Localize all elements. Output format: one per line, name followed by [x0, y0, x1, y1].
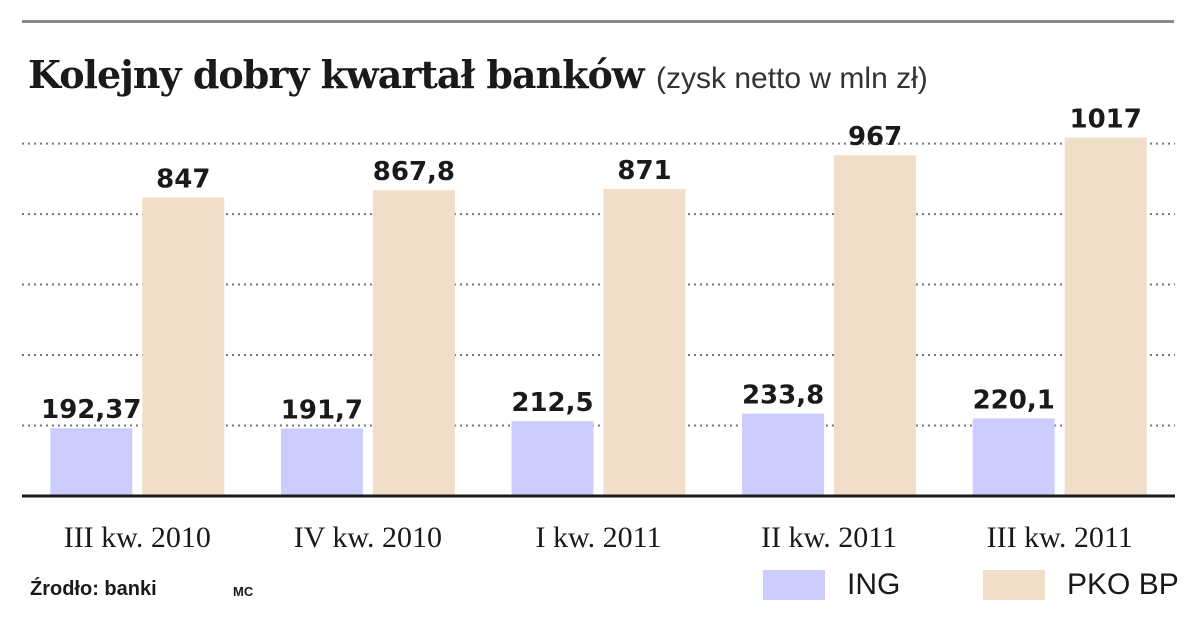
bar-ing [50, 428, 133, 496]
data-label: 212,5 [511, 388, 593, 418]
bar-pko-bp [834, 155, 917, 497]
data-label: 967 [848, 122, 902, 152]
data-label: 847 [156, 165, 210, 195]
data-label: 192,37 [41, 395, 141, 425]
top-rule [22, 20, 1174, 23]
title-block: Kolejny dobry kwartał banków (zysk netto… [28, 52, 928, 97]
x-tick-label: III kw. 2011 [987, 521, 1133, 554]
bar-pko-bp [1064, 137, 1147, 497]
data-label: 867,8 [373, 157, 455, 187]
x-tick-label: IV kw. 2010 [294, 521, 442, 554]
x-tick-label: III kw. 2010 [64, 521, 211, 554]
legend-swatch-ing [763, 570, 825, 600]
data-label: 191,7 [281, 395, 363, 425]
chart-title: Kolejny dobry kwartał banków [28, 52, 645, 97]
legend-label-pko: PKO BP [1067, 568, 1179, 601]
bar-ing [511, 421, 594, 496]
data-label: 871 [617, 156, 671, 186]
bar-ing [972, 418, 1055, 496]
bar-pko-bp [603, 189, 686, 496]
x-tick-label: II kw. 2011 [761, 521, 897, 554]
legend-item-pko: PKO BP [983, 568, 1179, 602]
chart-subtitle: (zysk netto w mln zł) [656, 62, 928, 95]
bar-pko-bp [372, 190, 455, 496]
bar-ing [280, 428, 363, 496]
legend-swatch-pko [983, 570, 1045, 600]
data-label: 1017 [1070, 105, 1142, 135]
data-label: 220,1 [973, 385, 1055, 415]
data-label: 233,8 [742, 381, 824, 411]
bar-pko-bp [142, 197, 225, 496]
source-note: Źrodło: banki [30, 578, 157, 600]
legend-item-ing: ING [763, 568, 900, 602]
x-tick-label: I kw. 2011 [535, 521, 661, 554]
legend-label-ing: ING [847, 568, 901, 601]
bar-ing [742, 413, 825, 496]
author-tag: MC [233, 584, 254, 599]
